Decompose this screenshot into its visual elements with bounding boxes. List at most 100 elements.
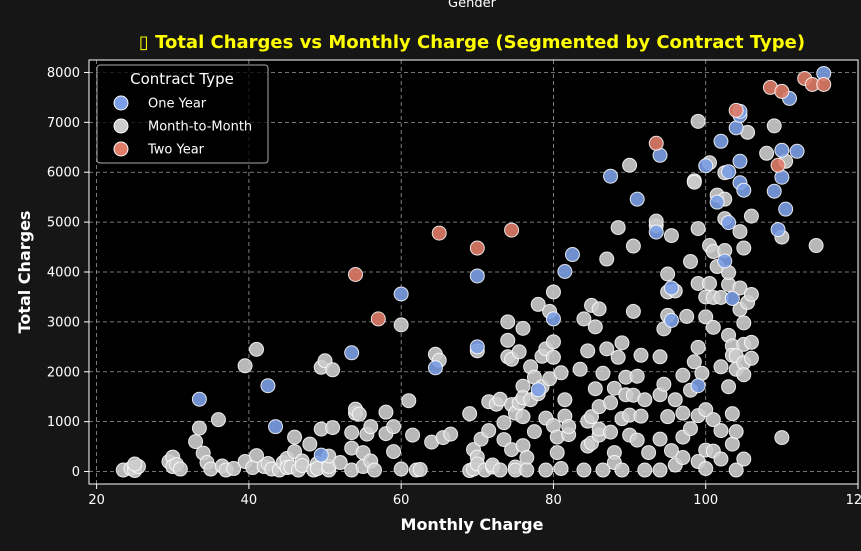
point-month-to-month <box>496 432 512 448</box>
point-month-to-month <box>580 343 596 359</box>
y-tick-label: 4000 <box>47 266 80 281</box>
point-two-year <box>347 266 363 282</box>
point-month-to-month <box>386 419 402 435</box>
y-axis-label: Total Charges <box>15 211 34 334</box>
x-tick-label: 80 <box>545 493 562 508</box>
point-month-to-month <box>698 402 714 418</box>
point-month-to-month <box>412 462 428 478</box>
point-month-to-month <box>351 406 367 422</box>
legend: Contract Type One Year Month-to-Month Two … <box>96 64 269 164</box>
point-one-year <box>728 120 744 136</box>
point-month-to-month <box>629 368 645 384</box>
point-one-year <box>469 339 485 355</box>
legend-marker-one-year <box>113 95 129 111</box>
point-month-to-month <box>675 450 691 466</box>
point-one-year <box>766 183 782 199</box>
point-month-to-month <box>287 429 303 445</box>
point-one-year <box>268 419 284 435</box>
point-month-to-month <box>587 381 603 397</box>
x-tick-label: 100 <box>693 493 718 508</box>
point-one-year <box>648 224 664 240</box>
point-month-to-month <box>584 409 600 425</box>
point-one-year <box>313 447 329 463</box>
point-month-to-month <box>652 349 668 365</box>
point-month-to-month <box>325 420 341 436</box>
legend-marker-two-year <box>113 141 129 157</box>
point-month-to-month <box>652 431 668 447</box>
point-month-to-month <box>724 406 740 422</box>
point-month-to-month <box>641 445 657 461</box>
point-month-to-month <box>713 359 729 375</box>
point-month-to-month <box>561 419 577 435</box>
point-month-to-month <box>515 409 531 425</box>
point-month-to-month <box>614 462 630 478</box>
point-month-to-month <box>610 220 626 236</box>
point-two-year <box>770 157 786 173</box>
point-month-to-month <box>599 341 615 357</box>
point-one-year <box>545 311 561 327</box>
point-month-to-month <box>344 425 360 441</box>
point-month-to-month <box>378 404 394 420</box>
point-month-to-month <box>572 361 588 377</box>
point-month-to-month <box>637 462 653 478</box>
point-month-to-month <box>614 335 630 351</box>
point-one-year <box>717 253 733 269</box>
point-two-year <box>370 311 386 327</box>
point-month-to-month <box>172 461 188 477</box>
point-month-to-month <box>724 436 740 452</box>
point-month-to-month <box>686 174 702 190</box>
point-month-to-month <box>530 296 546 312</box>
point-month-to-month <box>405 427 421 443</box>
point-month-to-month <box>682 421 698 437</box>
point-month-to-month <box>481 423 497 439</box>
point-one-year <box>663 312 679 328</box>
point-month-to-month <box>728 424 744 440</box>
point-month-to-month <box>210 412 226 428</box>
point-month-to-month <box>553 365 569 381</box>
point-one-year <box>663 280 679 296</box>
point-month-to-month <box>545 284 561 300</box>
point-month-to-month <box>679 308 695 324</box>
point-month-to-month <box>610 349 626 365</box>
point-month-to-month <box>713 451 729 467</box>
point-one-year <box>191 391 207 407</box>
point-month-to-month <box>226 461 242 477</box>
x-axis-label: Monthly Charge <box>401 515 544 534</box>
point-one-year <box>530 382 546 398</box>
point-month-to-month <box>702 275 718 291</box>
point-month-to-month <box>603 424 619 440</box>
y-tick-label: 3000 <box>47 315 80 330</box>
chart-title: ▯ Total Charges vs Monthly Charge (Segme… <box>139 32 805 53</box>
point-month-to-month <box>492 462 508 478</box>
point-month-to-month <box>591 301 607 317</box>
point-one-year <box>260 378 276 394</box>
point-one-year <box>629 191 645 207</box>
x-tick-label: 60 <box>393 493 410 508</box>
point-month-to-month <box>576 462 592 478</box>
point-month-to-month <box>732 224 748 240</box>
point-month-to-month <box>302 436 318 452</box>
point-month-to-month <box>743 286 759 302</box>
point-one-year <box>789 143 805 159</box>
point-month-to-month <box>682 254 698 270</box>
point-one-year <box>393 286 409 302</box>
point-month-to-month <box>660 409 676 425</box>
point-month-to-month <box>363 419 379 435</box>
point-month-to-month <box>705 412 721 428</box>
point-one-year <box>690 378 706 394</box>
point-month-to-month <box>393 461 409 477</box>
point-month-to-month <box>690 339 706 355</box>
point-one-year <box>427 360 443 376</box>
point-one-year <box>469 268 485 284</box>
point-month-to-month <box>191 420 207 436</box>
point-month-to-month <box>515 320 531 336</box>
point-one-year <box>778 201 794 217</box>
point-month-to-month <box>690 113 706 129</box>
point-month-to-month <box>637 392 653 408</box>
clipped-header-text: Gender <box>448 0 497 11</box>
point-month-to-month <box>519 462 535 478</box>
point-month-to-month <box>599 251 615 267</box>
legend-label-one-year: One Year <box>148 97 207 112</box>
point-month-to-month <box>401 393 417 409</box>
